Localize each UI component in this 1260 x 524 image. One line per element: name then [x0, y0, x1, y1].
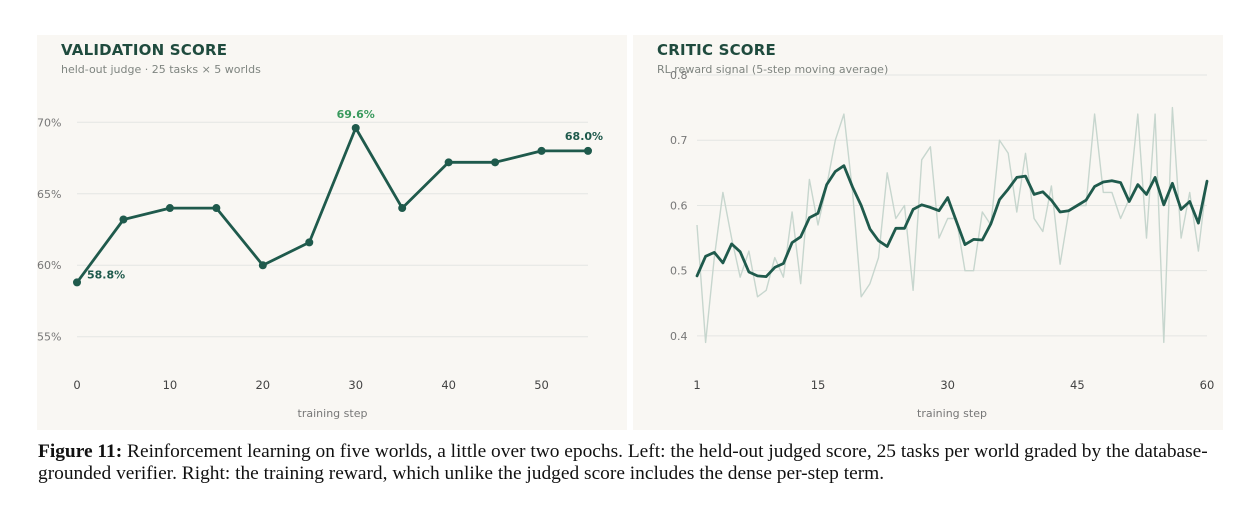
chart-subtitle: RL reward signal (5-step moving average)	[657, 63, 889, 76]
y-tick-label: 0.8	[670, 69, 688, 82]
validation-score-chart: 55% 60% 65% 70% 0 10 20 30 40 50 training step 58.8…	[37, 108, 603, 420]
chart-title: VALIDATION SCORE	[61, 41, 228, 59]
x-tick-label: 30	[348, 378, 363, 392]
validation-score-panel: VALIDATION SCORE held-out judge · 25 tas…	[37, 35, 627, 430]
y-tick-label: 0.4	[670, 330, 688, 343]
x-tick-label: 30	[940, 378, 955, 392]
data-point	[398, 204, 407, 213]
x-axis-label: training step	[917, 407, 987, 420]
y-tick-label: 0.7	[670, 134, 688, 147]
figure-caption: Figure 11: Reinforcement learning on fiv…	[38, 441, 1226, 485]
data-point	[491, 158, 500, 167]
data-point	[258, 261, 267, 270]
x-axis-label: training step	[298, 407, 368, 420]
data-point	[165, 204, 174, 213]
x-tick-label: 60	[1200, 378, 1215, 392]
data-point	[305, 238, 314, 247]
x-tick-label: 50	[534, 378, 549, 392]
data-point	[119, 215, 128, 224]
data-point	[73, 278, 81, 287]
x-tick-label: 45	[1070, 378, 1085, 392]
y-tick-label: 60%	[37, 259, 61, 272]
data-point	[351, 124, 360, 133]
raw-reward-line	[696, 106, 1208, 344]
x-tick-label: 15	[811, 378, 826, 392]
x-tick-label: 0	[73, 378, 80, 392]
y-tick-label: 70%	[37, 116, 61, 129]
x-tick-label: 20	[255, 378, 270, 392]
data-label: 58.8%	[87, 268, 125, 281]
data-label: 68.0%	[565, 130, 603, 143]
y-tick-label: 0.5	[670, 265, 688, 278]
data-point	[537, 146, 546, 155]
validation-series-line	[75, 126, 590, 284]
x-tick-label: 1	[693, 378, 700, 392]
moving-average-line	[695, 164, 1209, 279]
x-tick-label: 10	[163, 378, 178, 392]
y-tick-label: 55%	[37, 331, 61, 344]
chart-subtitle: held-out judge · 25 tasks × 5 worlds	[61, 63, 261, 76]
x-tick-label: 40	[441, 378, 456, 392]
critic-score-panel: CRITIC SCORE RL reward signal (5-step mo…	[633, 35, 1223, 430]
chart-title: CRITIC SCORE	[657, 41, 776, 59]
data-point	[212, 204, 221, 213]
data-label: 69.6%	[337, 108, 375, 121]
caption-label: Figure 11:	[38, 441, 123, 462]
y-tick-label: 65%	[37, 188, 61, 201]
data-point	[444, 158, 453, 167]
critic-score-chart: 0.4 0.5 0.6 0.7 0.8 1 15 30 45 60 training step	[670, 69, 1215, 420]
data-point	[584, 146, 592, 155]
caption-text: Reinforcement learning on five worlds, a…	[38, 441, 1208, 484]
y-tick-label: 0.6	[670, 199, 688, 212]
